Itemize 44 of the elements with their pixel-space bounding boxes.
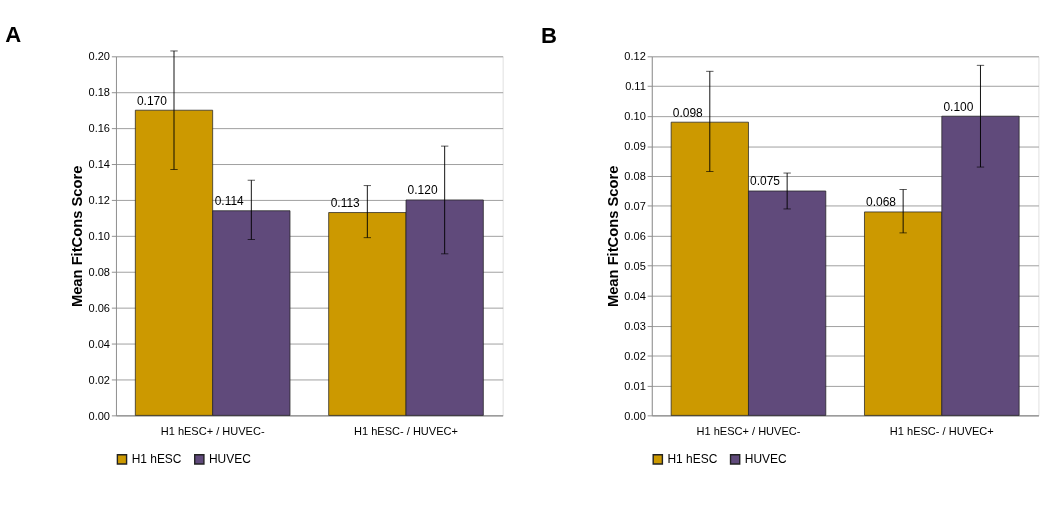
- y-tick-label: 0.01: [624, 379, 646, 392]
- y-tick-label: 0.16: [88, 122, 111, 135]
- y-tick-label: 0.14: [88, 158, 111, 171]
- y-tick-label: 0.00: [624, 409, 646, 422]
- y-tick-label: 0.06: [88, 301, 111, 314]
- y-tick-label: 0.06: [624, 230, 646, 243]
- y-tick-label: 0.20: [88, 50, 111, 63]
- y-tick-label: 0.02: [88, 373, 111, 386]
- x-tick-label: H1 hESC+ / HUVEC-: [160, 425, 265, 438]
- y-tick-label: 0.03: [624, 319, 646, 332]
- legend-label: HUVEC: [744, 452, 787, 467]
- y-tick-label: 0.10: [88, 230, 111, 243]
- y-tick-label: 0.08: [88, 265, 111, 278]
- legend-label: H1 hESC: [667, 452, 718, 467]
- legend-label: H1 hESC: [131, 452, 182, 467]
- y-tick-label: 0.12: [624, 50, 646, 63]
- data-label: 0.075: [750, 174, 781, 189]
- x-tick-label: H1 hESC- / HUVEC+: [354, 425, 458, 438]
- y-tick-label: 0.09: [624, 140, 646, 153]
- data-label: 0.098: [672, 105, 704, 120]
- y-axis-title: Mean FitCons Score: [604, 165, 621, 308]
- y-tick-label: 0.10: [624, 110, 646, 123]
- y-tick-label: 0.08: [624, 170, 646, 183]
- y-tick-label: 0.02: [624, 349, 646, 362]
- y-axis-title: Mean FitCons Score: [69, 165, 86, 308]
- data-label: 0.113: [330, 196, 361, 211]
- x-tick-label: H1 hESC- / HUVEC+: [889, 425, 994, 438]
- y-tick-label: 0.07: [624, 200, 646, 213]
- y-tick-label: 0.04: [88, 337, 111, 350]
- y-tick-label: 0.11: [625, 80, 646, 93]
- legend-label: HUVEC: [208, 452, 252, 467]
- data-label: 0.120: [407, 183, 438, 198]
- data-label: 0.170: [136, 93, 168, 108]
- y-tick-label: 0.12: [88, 194, 111, 207]
- y-tick-label: 0.04: [624, 289, 646, 302]
- y-tick-label: 0.00: [88, 409, 111, 422]
- chart-title: A: [5, 22, 22, 48]
- data-label: 0.114: [214, 194, 245, 209]
- y-tick-label: 0.18: [88, 86, 111, 99]
- chart-title: B: [541, 22, 557, 48]
- data-label: 0.068: [866, 195, 897, 210]
- x-tick-label: H1 hESC+ / HUVEC-: [696, 425, 801, 438]
- data-label: 0.100: [943, 99, 974, 114]
- y-tick-label: 0.05: [624, 259, 646, 272]
